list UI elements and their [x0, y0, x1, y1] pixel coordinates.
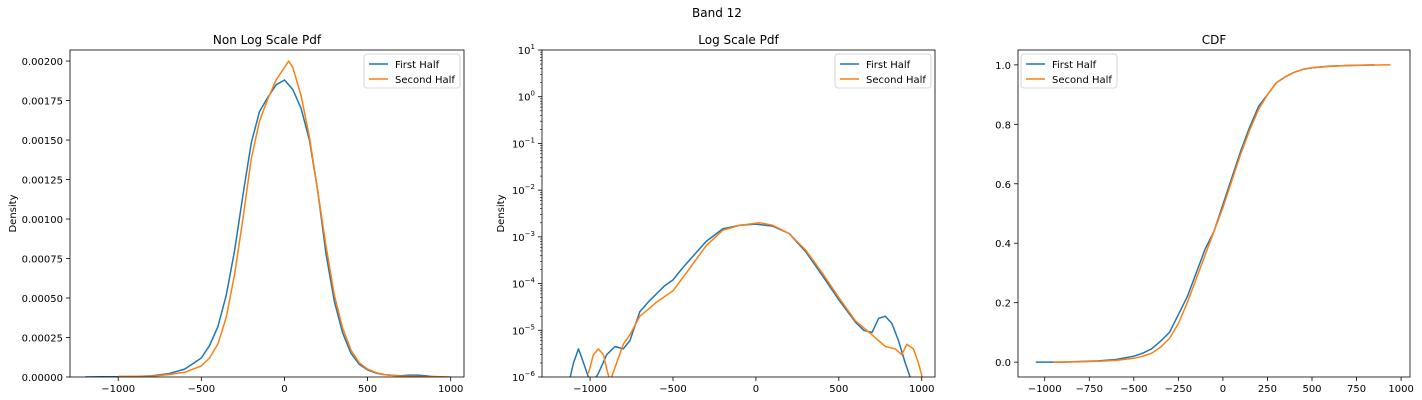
legend-label: First Half [395, 60, 440, 71]
y-tick-label: 0.2 [995, 299, 1011, 310]
y-tick-label: 0.00050 [22, 294, 63, 305]
legend-label: First Half [866, 60, 911, 71]
series-line-first-half [569, 223, 911, 377]
subplot-3: −1000 −750 −500 −250 0 250 500 750 1000 0.0 0.2 0.4… [995, 33, 1414, 395]
y-tick-label: 100 [518, 90, 535, 104]
y-tick-label: 0.00075 [22, 255, 63, 266]
legend-label: First Half [1052, 60, 1097, 71]
x-tick-label: −1000 [573, 384, 607, 395]
y-tick-label: 0.0 [995, 358, 1011, 369]
y-tick-label: 101 [518, 43, 535, 57]
x-tick-label: 500 [1302, 384, 1321, 395]
y-tick-label: 10−4 [512, 277, 536, 291]
figure-suptitle: Band 12 [692, 6, 742, 20]
subplot-title: Log Scale Pdf [698, 33, 779, 47]
y-tick-label: 0.00000 [22, 373, 63, 384]
y-tick-label: 0.8 [995, 120, 1011, 131]
series-line-second-half [1053, 64, 1391, 363]
legend-label: Second Half [1052, 75, 1112, 86]
y-tick-label: 10−1 [512, 136, 535, 150]
x-tick-label: −500 [1120, 384, 1147, 395]
y-tick-label: 10−6 [512, 370, 536, 384]
subplot-title: Non Log Scale Pdf [213, 33, 322, 47]
y-tick-label: 10−3 [512, 230, 535, 244]
x-tick-label: 0 [1220, 384, 1226, 395]
axes-frame [1017, 49, 1411, 378]
legend-label: Second Half [395, 75, 455, 86]
y-tick-label: 0.6 [995, 180, 1011, 191]
x-tick-label: −1000 [101, 384, 135, 395]
x-tick-label: 0 [753, 384, 759, 395]
series-line-second-half [587, 222, 923, 377]
axes-frame [541, 49, 936, 378]
x-tick-label: 500 [829, 384, 848, 395]
legend: First Half Second Half [1020, 53, 1118, 89]
y-tick-label: 10−5 [512, 323, 535, 337]
y-tick-label: 0.4 [995, 239, 1011, 250]
y-tick-label: 10−2 [512, 183, 535, 197]
x-tick-label: 1000 [438, 384, 463, 395]
x-tick-label: 500 [358, 384, 377, 395]
y-tick-label: 0.00200 [22, 57, 63, 68]
x-tick-label: 1000 [1388, 384, 1413, 395]
y-tick-label: 0.00025 [22, 334, 63, 345]
axes-frame [69, 49, 465, 378]
y-tick-label: 0.00175 [22, 97, 63, 108]
subplot-1: −1000 −500 0 500 1000 0.00000 0.00025 0.00050 0.… [8, 33, 465, 395]
x-tick-label: 1000 [909, 384, 934, 395]
y-tick-label: 0.00150 [22, 136, 63, 147]
x-tick-label: −250 [1165, 384, 1192, 395]
x-tick-label: −750 [1076, 384, 1103, 395]
x-tick-label: 0 [281, 384, 287, 395]
y-tick-label: 0.00125 [22, 176, 63, 187]
legend: First Half Second Half [363, 53, 461, 89]
legend: First Half Second Half [834, 53, 932, 89]
y-tick-label: 0.00100 [22, 215, 63, 226]
y-tick-label: 1.0 [995, 61, 1011, 72]
x-tick-label: −500 [188, 384, 215, 395]
legend-label: Second Half [866, 75, 926, 86]
subplots: −1000 −500 0 500 10000.000000.000250.000500.… [8, 33, 1414, 395]
x-tick-label: 750 [1347, 384, 1366, 395]
series-line-second-half [118, 60, 451, 377]
subplot-title: CDF [1202, 33, 1227, 47]
x-tick-label: −1000 [1028, 384, 1062, 395]
x-tick-label: 250 [1258, 384, 1277, 395]
x-tick-label: −500 [659, 384, 686, 395]
y-axis-label: Density [8, 194, 19, 232]
y-axis-label: Density [496, 194, 507, 232]
subplot-2: −1000 −500 0 500 1000 10−6 10−5 10−4 10−3 10−2 10−… [496, 33, 936, 395]
